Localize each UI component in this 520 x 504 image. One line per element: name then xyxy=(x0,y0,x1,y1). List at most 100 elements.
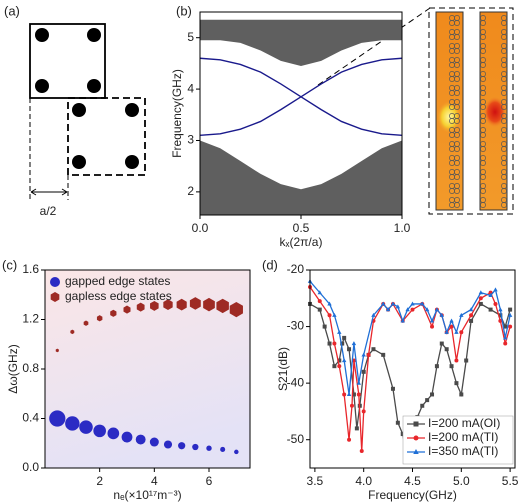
bulk-band xyxy=(200,140,402,215)
rods-pattern xyxy=(436,12,463,210)
marker xyxy=(347,347,352,352)
marker xyxy=(327,313,332,318)
marker xyxy=(83,320,89,326)
marker xyxy=(508,307,513,312)
marker xyxy=(337,329,342,334)
marker xyxy=(361,369,366,374)
legend-marker xyxy=(50,277,60,287)
x-tick-label: 5.5 xyxy=(502,474,519,488)
marker xyxy=(359,449,364,454)
marker xyxy=(229,301,243,318)
marker xyxy=(469,318,474,323)
marker xyxy=(449,364,454,369)
marker xyxy=(459,312,464,317)
marker xyxy=(464,358,469,363)
marker xyxy=(430,324,435,329)
legend-marker xyxy=(413,449,419,454)
y-tick-label: -40 xyxy=(287,375,305,389)
marker xyxy=(478,290,484,295)
marker xyxy=(478,301,483,306)
schematic: (a) a/2 xyxy=(4,3,146,218)
marker xyxy=(508,324,513,329)
legend-label: gapped edge states xyxy=(65,274,170,288)
marker xyxy=(430,392,435,397)
marker xyxy=(176,298,187,311)
marker xyxy=(488,293,493,298)
marker xyxy=(493,301,498,306)
marker xyxy=(498,313,503,318)
marker xyxy=(425,398,430,403)
shifted-cell xyxy=(67,97,146,176)
marker xyxy=(371,312,376,317)
marker xyxy=(317,290,322,295)
marker xyxy=(410,301,415,306)
rods-pattern xyxy=(480,12,507,210)
marker xyxy=(444,347,449,352)
plot-background xyxy=(45,270,250,468)
marker xyxy=(327,301,332,306)
marker xyxy=(136,302,145,312)
legend-label: I=350 mA(TI) xyxy=(428,444,498,458)
x-tick-label: 1.0 xyxy=(394,221,411,235)
marker xyxy=(503,324,508,329)
y-tick-label: 1.6 xyxy=(22,262,39,276)
marker xyxy=(439,312,444,317)
y-tick-label: 4 xyxy=(187,81,194,95)
marker xyxy=(192,443,199,451)
marker xyxy=(493,287,498,292)
marker xyxy=(498,318,503,323)
marker xyxy=(189,297,201,310)
marker xyxy=(420,403,425,408)
marker xyxy=(342,392,347,397)
marker xyxy=(337,358,342,363)
marker xyxy=(317,307,322,312)
marker xyxy=(449,318,454,323)
marker xyxy=(55,348,59,353)
legend-marker xyxy=(413,421,419,427)
marker xyxy=(135,434,146,445)
marker xyxy=(49,410,66,427)
x-tick-label: 4 xyxy=(151,474,158,488)
marker xyxy=(444,329,449,334)
marker xyxy=(178,442,186,450)
marker xyxy=(405,307,410,312)
marker xyxy=(361,352,366,357)
marker xyxy=(110,309,117,317)
legend-label: gapless edge states xyxy=(65,289,172,303)
x-tick-label: 5.0 xyxy=(453,474,470,488)
marker xyxy=(488,307,493,312)
y-tick-label: 1.2 xyxy=(22,312,39,326)
y-tick-label: 0.4 xyxy=(22,411,39,425)
y-axis-label: Δω(GHz) xyxy=(6,344,20,393)
marker xyxy=(469,313,474,318)
legend-label: I=200 mA(TI) xyxy=(428,430,498,444)
y-tick-label: 0.0 xyxy=(22,460,39,474)
marker xyxy=(150,300,159,311)
marker xyxy=(70,329,75,335)
marker xyxy=(327,341,332,346)
marker xyxy=(332,341,337,346)
legend-marker xyxy=(50,292,60,302)
x-tick-label: 0.0 xyxy=(192,221,209,235)
marker xyxy=(96,315,103,322)
marker xyxy=(459,392,464,397)
marker xyxy=(366,352,371,357)
panel-label: (b) xyxy=(176,3,192,18)
marker xyxy=(351,341,357,346)
marker xyxy=(459,330,464,335)
marker xyxy=(390,301,396,306)
x-tick-label: 4.5 xyxy=(404,474,421,488)
arrow xyxy=(30,188,68,196)
marker xyxy=(322,324,327,329)
marker xyxy=(149,437,159,447)
marker xyxy=(361,409,366,414)
marker xyxy=(79,420,93,434)
marker xyxy=(93,424,106,438)
marker xyxy=(468,307,474,312)
marker xyxy=(163,299,173,311)
marker xyxy=(434,364,439,369)
marker xyxy=(123,305,131,314)
marker xyxy=(234,449,239,455)
x-axis-label: kₓ(2π/a) xyxy=(280,235,323,249)
